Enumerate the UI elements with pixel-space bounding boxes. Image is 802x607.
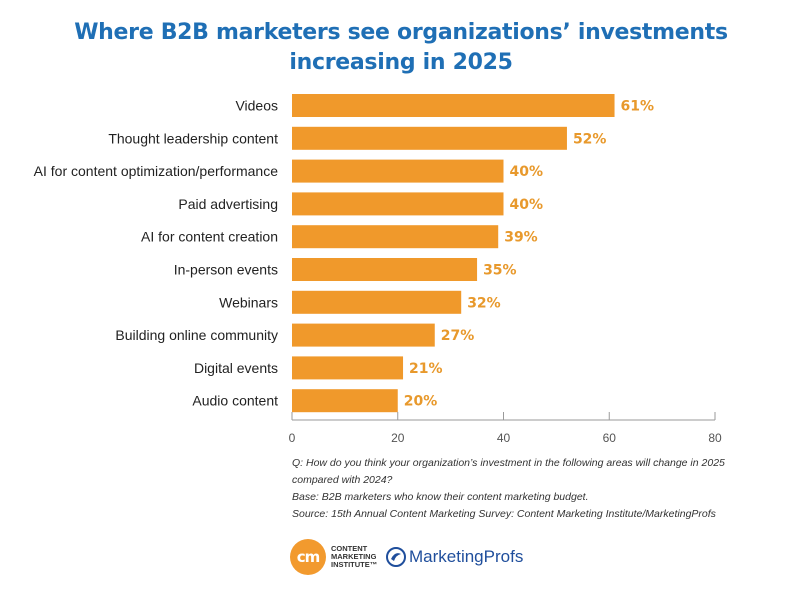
bar-2: [292, 159, 504, 183]
survey-question: Q: How do you think your organization’s …: [292, 457, 725, 486]
value-label-6: 32%: [467, 295, 501, 311]
bar-4: [292, 225, 499, 249]
chart-title-line-1: Where B2B marketers see organizations’ i…: [74, 20, 728, 45]
x-axis: 0 20 40 60 80: [289, 412, 722, 445]
value-label-7: 27%: [441, 328, 475, 344]
bar-8: [292, 356, 404, 380]
category-label-4: AI for content creation: [141, 229, 278, 245]
chart-notes: Q: How do you think your organization’s …: [292, 455, 772, 523]
marketingprofs-logo: MarketingProfs: [386, 537, 523, 577]
category-label-3: Paid advertising: [178, 196, 278, 212]
x-tick-label-3: 60: [603, 431, 617, 445]
survey-source: Source: 15th Annual Content Marketing Su…: [292, 508, 716, 520]
logos: cm CONTENT MARKETING INSTITUTE™ Marketin…: [290, 537, 610, 577]
x-tick-label-0: 0: [289, 431, 296, 445]
category-label-2: AI for content optimization/performance: [34, 163, 279, 179]
bar-6: [292, 290, 462, 314]
category-label-1: Thought leadership content: [108, 130, 278, 146]
bar-1: [292, 126, 567, 150]
value-label-5: 35%: [483, 263, 517, 279]
value-label-1: 52%: [573, 131, 607, 147]
bar-9: [292, 389, 398, 413]
value-label-3: 40%: [510, 197, 544, 213]
chart-title: Where B2B marketers see organizations’ i…: [0, 18, 802, 78]
category-label-0: Videos: [235, 98, 278, 114]
value-label-4: 39%: [504, 230, 538, 246]
x-tick-label-2: 40: [497, 431, 511, 445]
cmi-logo: cm CONTENT MARKETING INSTITUTE™: [290, 537, 393, 577]
category-label-7: Building online community: [115, 327, 278, 343]
category-label-8: Digital events: [194, 360, 278, 376]
value-label-2: 40%: [510, 164, 544, 180]
value-label-9: 20%: [404, 394, 438, 410]
chart-title-line-2: increasing in 2025: [289, 50, 513, 75]
category-label-9: Audio content: [192, 393, 278, 409]
x-tick-label-1: 20: [391, 431, 405, 445]
bar-0: [292, 94, 615, 117]
marketingprofs-logo-text: MarketingProfs: [409, 547, 524, 566]
bar-3: [292, 192, 504, 216]
x-tick-label-4: 80: [708, 431, 722, 445]
cmi-logo-text: CONTENT MARKETING INSTITUTE™: [331, 544, 378, 569]
bar-chart: Videos 61% Thought leadership content 52% AI…: [34, 94, 722, 445]
bar-5: [292, 258, 478, 281]
marketingprofs-swirl-icon: [386, 547, 406, 567]
value-label-8: 21%: [409, 361, 443, 377]
cmi-logo-mark: cm: [290, 539, 326, 575]
category-label-5: In-person events: [174, 262, 278, 278]
bar-7: [292, 323, 435, 347]
bar-series: Videos 61% Thought leadership content 52% AI…: [34, 94, 655, 413]
value-label-0: 61%: [621, 99, 655, 115]
survey-base: Base: B2B marketers who know their conte…: [292, 491, 589, 503]
category-label-6: Webinars: [219, 294, 278, 310]
